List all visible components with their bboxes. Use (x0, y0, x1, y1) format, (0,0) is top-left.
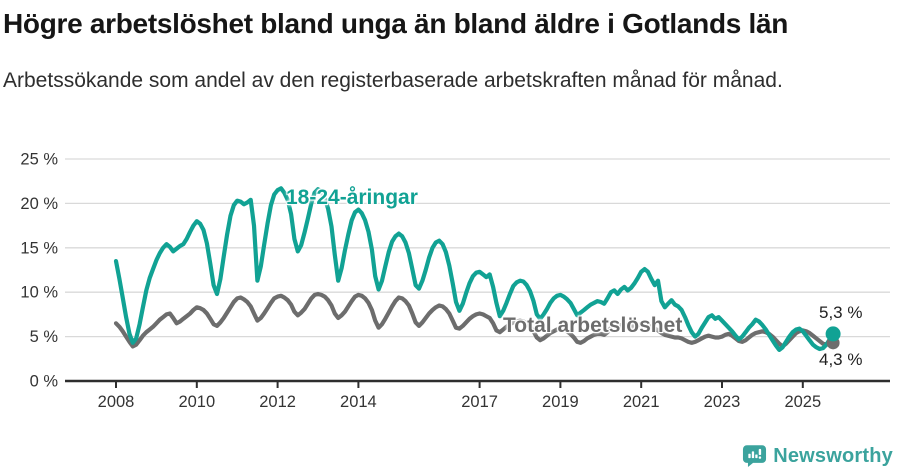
x-axis-tick-label: 2025 (784, 393, 821, 411)
y-axis-tick-label: 25 % (20, 151, 58, 169)
x-axis-tick-label: 2019 (542, 393, 579, 411)
x-axis-tick-label: 2021 (623, 393, 660, 411)
newsworthy-logo: Newsworthy (742, 444, 893, 468)
end-dot-youth (825, 326, 841, 342)
x-axis-tick-label: 2010 (178, 393, 215, 411)
series-line-youth (113, 186, 836, 352)
y-axis-tick-label: 0 % (30, 373, 59, 391)
y-axis-tick-label: 20 % (20, 195, 58, 213)
chart-subtitle: Arbetssökande som andel av den registerb… (3, 69, 783, 92)
series-label-total: Total arbetslöshet (503, 314, 683, 337)
x-axis-tick-label: 2012 (259, 393, 296, 411)
page-title: Högre arbetslöshet bland unga än bland ä… (3, 8, 789, 39)
x-axis-tick-label: 2017 (461, 393, 498, 411)
end-value-youth: 5,3 % (819, 303, 863, 322)
series-line-total (113, 291, 836, 349)
series-label-youth: 18-24-åringar (286, 186, 418, 209)
newsworthy-bubble-icon (743, 445, 767, 467)
newsworthy-logo-text: Newsworthy (773, 444, 893, 467)
y-axis-tick-label: 15 % (20, 239, 58, 257)
y-axis-tick-label: 5 % (30, 328, 59, 346)
x-axis-tick-label: 2014 (340, 393, 377, 411)
x-axis-tick-label: 2008 (98, 393, 135, 411)
y-axis-tick-label: 10 % (20, 284, 58, 302)
end-value-total: 4,3 % (819, 350, 863, 369)
x-axis-tick-label: 2023 (704, 393, 741, 411)
